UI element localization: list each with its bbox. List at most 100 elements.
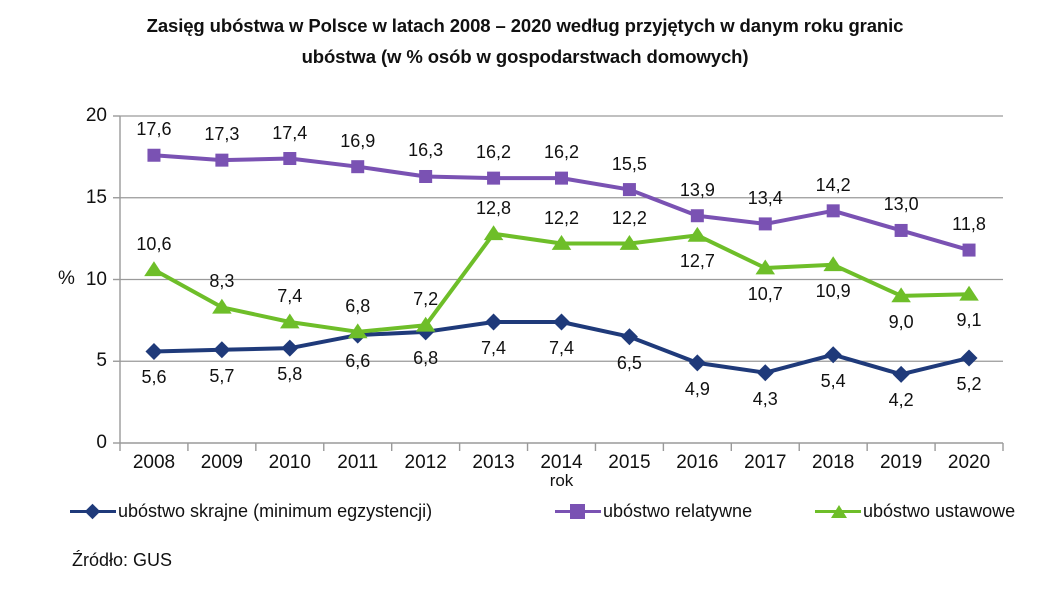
data-label-s1-2008: 17,6	[136, 119, 172, 140]
series-0-marker-11	[892, 365, 910, 383]
x-axis-name-label: rok	[549, 471, 574, 490]
data-label-s1-2009: 17,3	[204, 124, 240, 145]
data-label-s0-2011: 6,6	[345, 351, 371, 372]
y-axis-tick-5: 5	[96, 350, 107, 372]
series-0-marker-8	[688, 354, 706, 372]
series-1-marker-10	[826, 204, 840, 218]
series-0-marker-5	[485, 313, 503, 331]
x-axis-tick-2017: 2017	[744, 452, 787, 473]
data-label-s0-2017: 4,3	[752, 388, 778, 409]
y-axis-tick-20: 20	[85, 105, 107, 126]
chart-title: Zasięg ubóstwa w Polsce w latach 2008 – …	[110, 10, 940, 72]
data-label-s1-2010: 17,4	[272, 122, 308, 143]
x-axis-tick-2008: 2008	[132, 452, 176, 473]
chart-title-line-1: Zasięg ubóstwa w Polsce w latach 2008 – …	[146, 15, 904, 36]
legend-item-1[interactable]: ubóstwo relatywne	[555, 498, 752, 524]
series-2-marker-8	[687, 226, 708, 242]
data-label-s2-2012: 7,2	[413, 289, 439, 310]
series-2-marker-9	[755, 259, 776, 275]
series-1-marker-2	[283, 152, 297, 166]
series-0-marker-7	[620, 328, 638, 346]
legend-marker-triangle-icon	[815, 500, 861, 522]
data-label-s0-2014: 7,4	[548, 338, 575, 358]
data-label-s2-2018: 10,9	[815, 280, 851, 301]
data-label-s0-2020: 5,2	[956, 373, 982, 394]
y-axis-tick-15: 15	[85, 186, 107, 208]
source-note: Źródło: GUS	[72, 550, 173, 570]
x-axis-tick-2011: 2011	[337, 452, 379, 473]
series-1-marker-1	[215, 153, 229, 167]
series-2-marker-1	[212, 298, 232, 314]
series-0-marker-9	[756, 364, 774, 382]
data-label-s0-2016: 4,9	[684, 378, 710, 399]
x-axis-tick-2019: 2019	[879, 452, 923, 473]
data-label-s2-2019: 9,0	[888, 311, 914, 332]
series-0-marker-10	[824, 346, 842, 364]
x-axis-tick-2012: 2012	[404, 452, 447, 473]
x-axis-tick-2016: 2016	[676, 452, 719, 473]
series-1-marker-9	[758, 217, 772, 231]
data-label-s1-2014: 16,2	[543, 142, 580, 163]
legend-marker-square-icon	[555, 500, 601, 522]
data-label-s1-2020: 11,8	[952, 214, 986, 235]
series-2-marker-2	[280, 313, 300, 329]
data-label-s2-2015: 12,2	[611, 207, 647, 228]
series-0-marker-1	[213, 341, 231, 359]
data-label-s2-2014: 12,2	[543, 207, 580, 228]
series-1-marker-11	[894, 223, 908, 237]
data-label-s0-2019: 4,2	[888, 390, 914, 411]
data-label-s1-2012: 16,3	[408, 140, 444, 161]
data-label-s1-2017: 13,4	[747, 187, 783, 208]
series-2-marker-3	[347, 323, 368, 339]
legend-symbol	[831, 505, 847, 518]
series-1-marker-3	[351, 160, 365, 174]
series-2-marker-12	[959, 285, 979, 301]
data-label-s2-2011: 6,8	[345, 295, 371, 316]
series-2-marker-0	[144, 261, 164, 277]
series-2-marker-5	[483, 225, 504, 241]
series-0-marker-0	[145, 342, 163, 360]
series-0-marker-12	[960, 349, 978, 367]
series-1-marker-8	[690, 209, 704, 223]
data-label-s0-2018: 5,4	[820, 370, 846, 391]
data-label-s0-2013: 7,4	[481, 338, 507, 358]
series-1-marker-6	[555, 171, 568, 185]
x-axis-tick-2020: 2020	[947, 452, 991, 473]
series-1-marker-12	[962, 243, 976, 257]
series-1-marker-0	[147, 148, 161, 162]
data-label-s0-2015: 6,5	[616, 352, 642, 373]
legend-item-2[interactable]: ubóstwo ustawowe	[815, 498, 1015, 524]
data-label-s0-2008: 5,6	[141, 367, 167, 388]
series-2-marker-7	[619, 235, 640, 250]
y-axis-tick-10: 10	[85, 268, 107, 290]
series-2-marker-10	[823, 256, 843, 272]
series-2-marker-4	[415, 316, 436, 332]
data-label-s2-2009: 8,3	[209, 271, 235, 292]
x-axis-tick-2010: 2010	[268, 452, 311, 473]
data-label-s2-2010: 7,4	[277, 286, 303, 306]
y-axis-unit-label: %	[58, 268, 75, 289]
series-0-marker-2	[281, 339, 299, 357]
x-axis-tick-2014: 2014	[540, 452, 583, 473]
legend-label-2: ubóstwo ustawowe	[863, 500, 1016, 521]
series-2-marker-6	[551, 235, 572, 250]
series-1-marker-5	[487, 171, 501, 185]
legend-label-1: ubóstwo relatywne	[603, 500, 753, 521]
data-label-s0-2012: 6,8	[413, 347, 439, 368]
chart-legend: ubóstwo skrajne (minimum egzystencji) ubó…	[70, 498, 1020, 528]
series-0-marker-6	[553, 313, 570, 331]
legend-item-0[interactable]: ubóstwo skrajne (minimum egzystencji)	[70, 498, 432, 524]
series-1-marker-7	[622, 183, 636, 197]
data-label-s1-2016: 13,9	[679, 179, 715, 200]
data-label-s0-2010: 5,8	[277, 364, 303, 385]
data-label-s1-2019: 13,0	[883, 194, 919, 215]
data-label-s2-2013: 12,8	[476, 197, 512, 218]
data-label-s1-2011: 16,9	[340, 130, 376, 151]
data-label-s1-2013: 16,2	[476, 142, 512, 163]
x-axis-tick-2013: 2013	[472, 452, 515, 473]
x-axis-tick-2018: 2018	[812, 452, 855, 473]
data-label-s0-2009: 5,7	[209, 365, 235, 386]
